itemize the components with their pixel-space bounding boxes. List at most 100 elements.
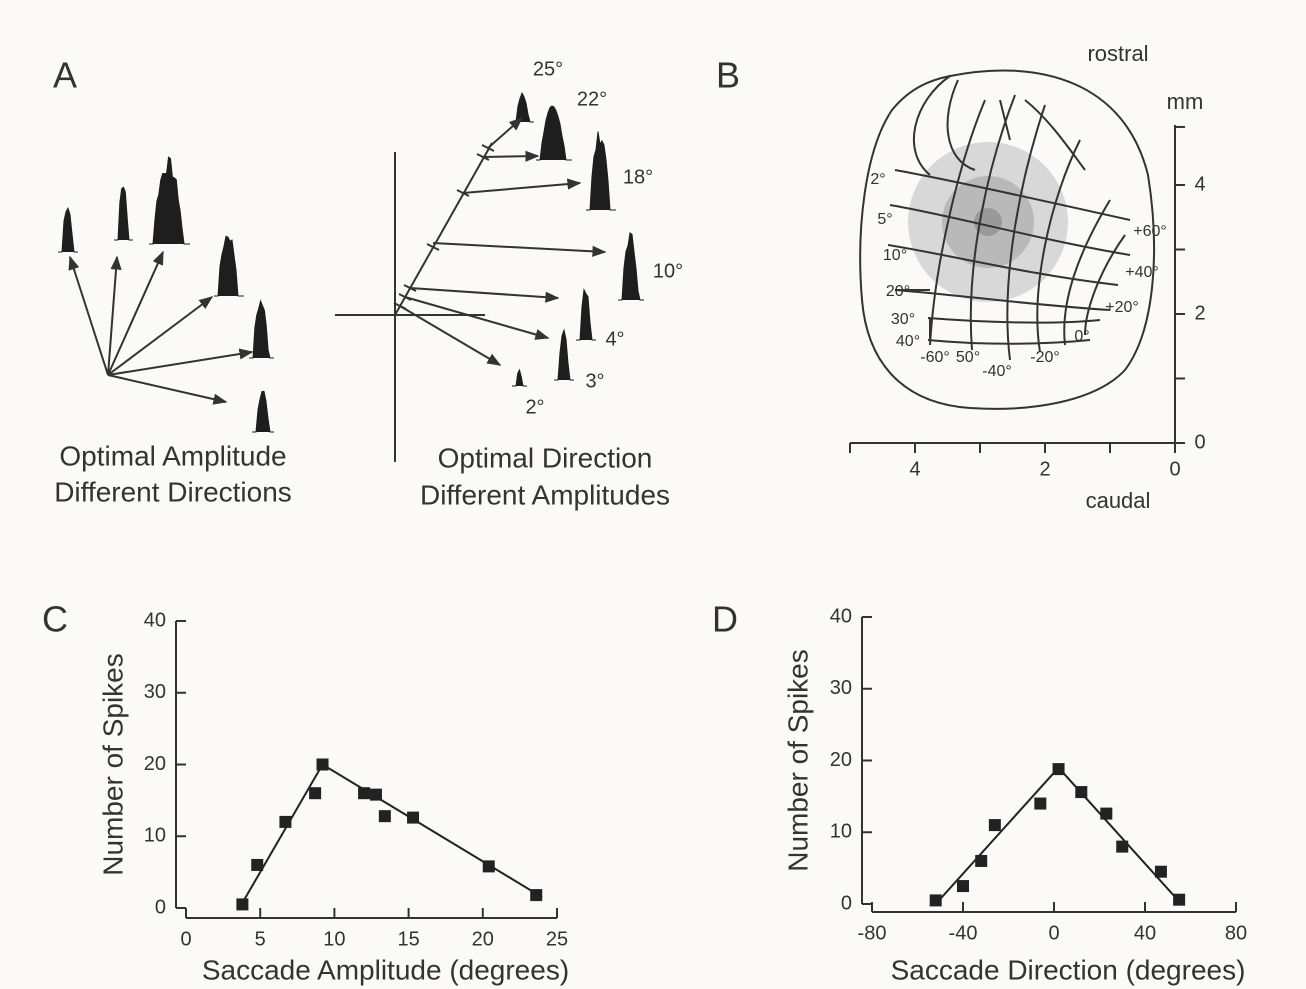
- data-point: [236, 898, 249, 911]
- grid-label: +20°: [1105, 299, 1139, 316]
- y-tick-label: 30: [830, 677, 852, 699]
- y-tick-label: 20: [144, 753, 166, 775]
- grid-label: -20°: [1030, 349, 1060, 366]
- x-tick-label: 80: [1225, 922, 1247, 944]
- data-point: [1173, 893, 1186, 906]
- arrow: [107, 255, 122, 376]
- y-tick-label: 30: [144, 681, 166, 703]
- panel-label: C: [42, 599, 68, 640]
- data-point: [957, 880, 969, 893]
- arrow: [399, 305, 502, 366]
- y-tick-label: 10: [830, 821, 852, 843]
- x-axis-label: Saccade Amplitude (degrees): [202, 954, 569, 985]
- y-tick-label: 20: [830, 749, 852, 771]
- histogram: [214, 235, 244, 297]
- panel-label: D: [712, 599, 738, 640]
- x-tick-label: 15: [397, 928, 419, 950]
- data-point: [1052, 763, 1065, 776]
- arrow: [482, 150, 540, 162]
- arrow: [107, 374, 228, 405]
- data-point: [1075, 786, 1088, 799]
- y-axis-label: Number of Spikes: [97, 653, 128, 876]
- arrow: [432, 242, 607, 257]
- y-tick-label: 4: [1194, 173, 1205, 195]
- data-point: [279, 815, 292, 828]
- grid-label: -40°: [982, 363, 1012, 380]
- grid-label: 30°: [891, 311, 915, 328]
- data-point: [358, 787, 371, 800]
- amplitude-label: 4°: [605, 328, 624, 350]
- amplitude-label: 10°: [653, 260, 683, 282]
- data-point: [482, 860, 495, 873]
- caption: Different Amplitudes: [420, 479, 670, 510]
- histogram: [512, 91, 534, 123]
- x-tick-label: 20: [472, 928, 494, 950]
- x-tick-label: 2: [1039, 458, 1050, 480]
- arrow: [68, 255, 109, 376]
- data-point: [378, 810, 391, 823]
- axis-label: rostral: [1087, 41, 1148, 66]
- grid-label: 5°: [877, 211, 892, 228]
- histogram: [249, 299, 274, 359]
- data-point: [975, 854, 988, 867]
- y-tick-label: 40: [830, 605, 852, 627]
- data-point: [309, 787, 322, 800]
- data-point: [369, 788, 382, 801]
- colliculus-outline: [859, 69, 1156, 410]
- tick-mark: [426, 243, 440, 251]
- x-tick-label: 0: [1048, 922, 1059, 944]
- y-axis-label: Number of Spikes: [782, 649, 813, 872]
- arrow: [462, 178, 582, 194]
- arrow: [404, 296, 550, 340]
- grid-label: +60°: [1133, 223, 1167, 240]
- x-axis-label: Saccade Direction (degrees): [891, 954, 1246, 985]
- data-point: [407, 811, 420, 824]
- grid-label: 0°: [1074, 328, 1089, 345]
- panel-label: A: [53, 55, 77, 96]
- panel-label: B: [716, 55, 740, 96]
- histogram: [586, 131, 616, 211]
- x-tick-label: -40: [949, 922, 978, 944]
- x-tick-label: -80: [858, 922, 887, 944]
- arrow: [107, 250, 164, 376]
- axis-label: caudal: [1086, 488, 1151, 513]
- y-tick-label: 40: [144, 609, 166, 631]
- grid: [887, 75, 1131, 361]
- grid-label: -60°: [920, 349, 950, 366]
- x-tick-label: 40: [1134, 922, 1156, 944]
- x-tick-label: 0: [180, 928, 191, 950]
- grid-label: +40°: [1125, 264, 1159, 281]
- histogram: [618, 232, 644, 301]
- histogram: [58, 206, 78, 253]
- arrow: [107, 348, 254, 376]
- y-tick-label: 0: [155, 896, 166, 918]
- y-tick-label: 0: [1194, 431, 1205, 453]
- histogram: [576, 287, 596, 341]
- caption: Optimal Amplitude: [59, 440, 286, 471]
- caption: Optimal Direction: [438, 442, 653, 473]
- caption: Different Directions: [54, 476, 292, 507]
- data-point: [251, 858, 264, 871]
- data-point: [1034, 797, 1047, 810]
- grid-label: 20°: [886, 283, 910, 300]
- grid-label: 50°: [956, 349, 980, 366]
- amplitude-label: 25°: [533, 58, 563, 80]
- data-point: [316, 758, 329, 771]
- histogram: [114, 186, 133, 241]
- histogram: [536, 105, 572, 161]
- x-tick-label: 10: [323, 928, 345, 950]
- grid-label: 10°: [883, 247, 907, 264]
- x-tick-label: 0: [1169, 458, 1180, 480]
- x-tick-label: 25: [546, 928, 568, 950]
- histogram: [252, 390, 274, 433]
- data-point: [1154, 865, 1167, 878]
- x-tick-label: 5: [255, 928, 266, 950]
- histogram: [149, 156, 190, 245]
- arrow: [487, 117, 524, 149]
- amplitude-label: 18°: [623, 166, 653, 188]
- grid-label: 2°: [870, 171, 885, 188]
- data-point: [1116, 840, 1129, 853]
- y-tick-label: 10: [144, 825, 166, 847]
